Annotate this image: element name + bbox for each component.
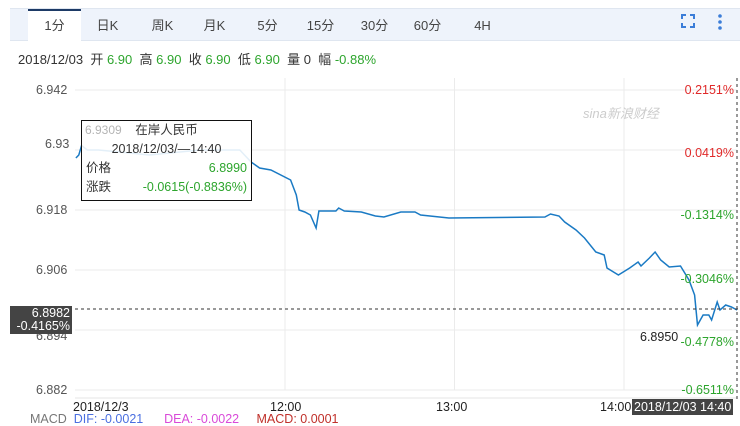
fullscreen-icon[interactable] (681, 14, 695, 28)
y-right-tick-label: -0.4778% (680, 335, 734, 349)
price-line (75, 144, 738, 328)
sina-watermark-logo: sina新浪财经 (583, 106, 659, 121)
y-right-tick-label: -0.6511% (681, 383, 734, 397)
crosshair-price: 6.8982 (31, 306, 70, 320)
y-right-tick-label: 0.0419% (684, 146, 734, 160)
volume-value: 0 (303, 52, 311, 67)
macd-dif: DIF: -0.0021 (73, 412, 144, 426)
high-label: 高 (139, 52, 153, 67)
x-tick-label: 14:00 (600, 400, 632, 414)
tooltip-price-label: 价格 (86, 161, 112, 175)
tooltip-change-label: 涨跌 (86, 180, 112, 194)
close-label: 收 (188, 52, 202, 67)
tab-daily[interactable]: 日K (96, 18, 119, 33)
macd-label: MACD (30, 412, 67, 426)
tab-4h[interactable]: 4H (474, 18, 491, 33)
tab-5min[interactable]: 5分 (257, 18, 278, 33)
more-vertical-icon[interactable] (717, 13, 723, 31)
tab-monthly[interactable]: 月K (203, 18, 226, 33)
close-value: 6.90 (205, 52, 231, 67)
y-right-tick-label: -0.1314% (680, 208, 734, 222)
min-price-label: 6.8950 (640, 330, 679, 344)
y-tick-label: 6.882 (36, 383, 68, 397)
y-tick-label: 6.93 (45, 137, 70, 151)
tooltip-datetime: 2018/12/03/—14:40 (111, 142, 222, 156)
x-tick-label: 13:00 (436, 400, 468, 414)
y-right-tick-label: 0.2151% (684, 83, 734, 97)
macd-dea: DEA: -0.0022 (164, 412, 240, 426)
crosshair-price-box: 6.8982 -0.4165% (10, 306, 72, 334)
ohlc-info-bar: 2018/12/03 开 6.90 高 6.90 收 6.90 低 6.90 量… (18, 49, 376, 68)
crosshair-time: 2018/12/03 14:40 (632, 399, 734, 415)
change-label: 幅 (318, 52, 332, 67)
low-label: 低 (237, 52, 251, 67)
tab-30min[interactable]: 30分 (360, 18, 389, 33)
macd-legend: MACD DIF: -0.0021 DEA: -0.0022 MACD: 0.0… (30, 412, 339, 426)
open-label: 开 (90, 52, 104, 67)
tooltip-title: 在岸人民币 (135, 123, 198, 137)
high-value: 6.90 (156, 52, 182, 67)
open-value: 6.90 (106, 52, 133, 67)
tab-60min[interactable]: 60分 (413, 18, 442, 33)
low-value: 6.90 (254, 52, 280, 67)
volume-label: 量 (287, 52, 301, 67)
y-tick-label: 6.918 (36, 203, 68, 217)
tooltip: 在岸人民币 2018/12/03/—14:40 价格 6.8990 涨跌 -0.06… (81, 120, 252, 201)
info-date: 2018/12/03 (18, 52, 84, 67)
max-price-label: 6.9309 (85, 123, 122, 137)
tab-1min[interactable]: 1分 (28, 9, 81, 41)
crosshair-percent: -0.4165% (16, 319, 70, 333)
x-tick-label: 12:00 (270, 400, 302, 414)
tab-15min[interactable]: 15分 (306, 18, 335, 33)
y-right-tick-label: -0.3046% (680, 272, 734, 286)
tooltip-change: -0.0615(-0.8836%) (142, 180, 247, 194)
x-tick-label: 2018/12/3 (73, 400, 129, 414)
y-tick-label: 6.942 (36, 83, 68, 97)
change-value: -0.88% (334, 52, 377, 67)
y-tick-label: 6.906 (36, 263, 68, 277)
period-tab-bar: 1分 日K 周K 月K 5分 15分 30分 60分 4H (10, 8, 740, 41)
tab-weekly[interactable]: 周K (151, 18, 174, 33)
tooltip-price: 6.8990 (208, 161, 247, 175)
macd-value: MACD: 0.0001 (256, 412, 339, 426)
